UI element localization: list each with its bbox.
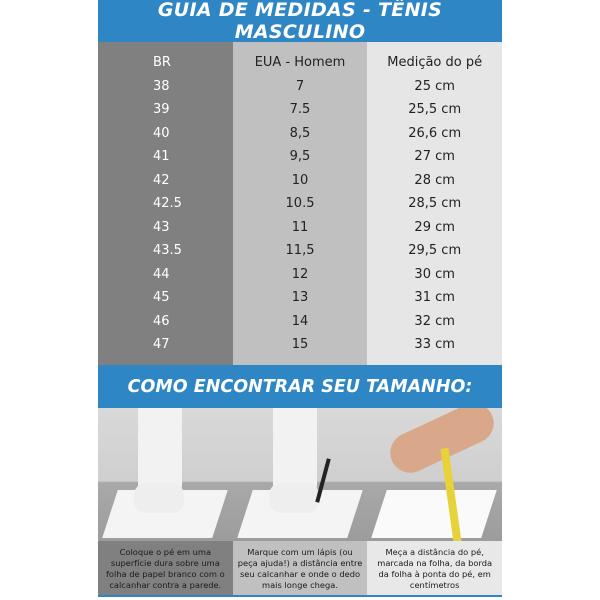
- header-medicao: Medição do pé: [387, 55, 483, 70]
- size-cell-eua: 9,5: [289, 149, 311, 164]
- size-table: BR 38 39 40 41 42 42.5 43 43.5 44 45 46 47 EUA - Hom…: [98, 42, 503, 365]
- photo-measuring-tape: [367, 408, 503, 541]
- size-cell-br: 40: [153, 125, 170, 141]
- size-cell-br: 43: [153, 219, 170, 235]
- step-2-caption: Marque com um lápis (ou peça ajuda!) a d…: [232, 541, 368, 595]
- size-cell-eua: 15: [291, 337, 309, 352]
- size-cell-eua: 11: [291, 219, 309, 235]
- size-cell-medicao: 29 cm: [414, 219, 455, 235]
- size-cell-medicao: 30 cm: [414, 266, 455, 282]
- step-3-caption: Meça a distância do pé, marcada na folha…: [367, 541, 503, 595]
- size-cell-br: 39: [153, 102, 170, 117]
- size-cell-medicao: 27 cm: [414, 149, 455, 164]
- size-cell-br: 38: [153, 78, 170, 94]
- size-cell-br: 43.5: [153, 243, 182, 258]
- size-cell-eua: 10: [291, 172, 309, 188]
- size-cell-medicao: 28,5 cm: [408, 196, 462, 211]
- column-br: BR 38 39 40 41 42 42.5 43 43.5 44 45 46 47: [98, 42, 233, 365]
- size-cell-eua: 11,5: [285, 243, 315, 258]
- size-cell-br: 45: [153, 290, 170, 305]
- size-cell-medicao: 28 cm: [414, 172, 455, 188]
- size-cell-medicao: 29,5 cm: [408, 243, 462, 258]
- size-cell-eua: 12: [291, 266, 309, 282]
- size-cell-eua: 13: [291, 290, 309, 305]
- size-cell-br: 41: [153, 149, 170, 164]
- size-cell-br: 44: [153, 266, 170, 282]
- size-guide: GUIA DE MEDIDAS - TÊNIS MASCULINO BR 38 39…: [98, 0, 503, 600]
- column-medicao: Medição do pé 25 cm 25,5 cm 26,6 cm 27 cm 28 …: [367, 42, 503, 365]
- size-cell-medicao: 31 cm: [414, 290, 455, 305]
- photo-foot-on-paper: [98, 408, 233, 541]
- size-cell-medicao: 33 cm: [414, 337, 455, 352]
- size-cell-br: 46: [153, 313, 170, 329]
- header-eua: EUA - Homem: [254, 55, 346, 70]
- header-br: BR: [153, 55, 171, 70]
- page-title: GUIA DE MEDIDAS - TÊNIS MASCULINO: [98, 0, 502, 43]
- size-cell-br: 42: [153, 172, 170, 188]
- step-1-caption: Coloque o pé em uma superfície dura sobr…: [98, 541, 233, 595]
- how-to-title: COMO ENCONTRAR SEU TAMANHO:: [98, 365, 502, 408]
- instruction-captions: Coloque o pé em uma superfície dura sobr…: [98, 541, 503, 597]
- size-cell-medicao: 25,5 cm: [408, 102, 462, 117]
- size-cell-eua: 14: [291, 313, 309, 329]
- size-cell-br: 47: [153, 337, 170, 352]
- size-cell-medicao: 26,6 cm: [408, 125, 462, 141]
- photo-marking-pencil: [232, 408, 368, 541]
- column-eua: EUA - Homem 7 7.5 8,5 9,5 10 10.5 11 11,5 12 13 14 1…: [232, 42, 368, 365]
- size-cell-eua: 10.5: [285, 196, 315, 211]
- size-cell-eua: 7: [295, 78, 305, 94]
- size-cell-eua: 8,5: [289, 125, 311, 141]
- size-cell-br: 42.5: [153, 196, 182, 211]
- instruction-photos: [98, 408, 503, 541]
- size-cell-medicao: 32 cm: [414, 313, 455, 329]
- size-cell-medicao: 25 cm: [414, 78, 455, 94]
- size-cell-eua: 7.5: [289, 102, 311, 117]
